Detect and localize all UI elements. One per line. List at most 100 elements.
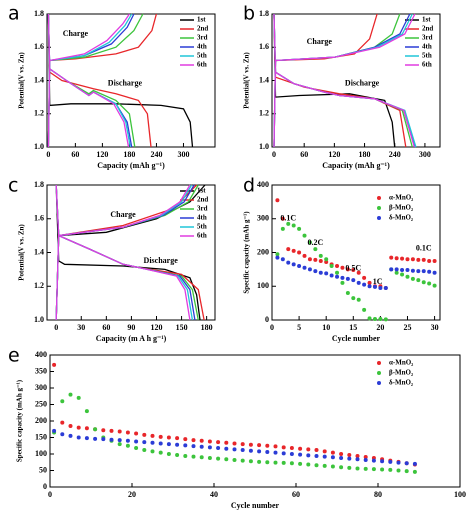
data-point	[166, 452, 171, 456]
data-point	[248, 442, 253, 447]
curve	[55, 184, 194, 321]
legend-label: 3rd	[197, 34, 208, 42]
annotation: 0.1C	[416, 243, 432, 252]
data-point	[207, 439, 212, 444]
data-point	[432, 283, 437, 288]
data-point	[324, 257, 329, 262]
data-point	[175, 442, 180, 447]
data-point	[142, 432, 147, 437]
data-point	[183, 453, 188, 458]
x-tick-label: 10	[322, 323, 330, 332]
legend-label: α-MnO₂	[389, 194, 413, 202]
data-point	[175, 452, 180, 457]
data-point	[76, 395, 81, 400]
data-point	[340, 275, 345, 280]
data-point	[286, 247, 291, 252]
data-point	[183, 437, 188, 442]
x-tick-label: 240	[150, 150, 162, 159]
y-tick-label: 100	[35, 449, 47, 458]
curve	[47, 13, 194, 148]
data-point	[330, 455, 335, 460]
y-tick-label: 1.8	[259, 9, 269, 18]
data-point	[68, 423, 73, 428]
y-axis-label: Specific capacity (mAh g⁻¹)	[243, 211, 251, 294]
data-point	[313, 269, 318, 274]
x-tick-label: 0	[54, 323, 58, 332]
curve	[273, 13, 413, 148]
x-axis-label: Capacity (mAh g⁻¹)	[97, 161, 165, 170]
data-point	[339, 455, 344, 460]
data-point	[335, 264, 340, 268]
data-point	[199, 455, 204, 460]
data-point	[389, 267, 394, 272]
data-point	[302, 265, 307, 270]
annotation: 0.2C	[307, 238, 323, 247]
data-point	[421, 269, 426, 274]
data-point	[289, 446, 294, 451]
data-point	[371, 467, 376, 472]
data-point	[351, 296, 356, 301]
annotation: Discharge	[144, 256, 179, 265]
data-point	[281, 460, 286, 465]
data-point	[109, 428, 114, 433]
data-point	[318, 270, 323, 275]
legend-label: 3rd	[422, 34, 433, 42]
data-point	[362, 275, 367, 280]
data-point	[330, 450, 335, 455]
data-point	[410, 268, 415, 273]
data-point	[150, 440, 155, 445]
data-point	[383, 285, 388, 290]
data-point	[421, 257, 426, 262]
data-point	[330, 464, 335, 469]
y-tick-label: 400	[257, 180, 269, 189]
x-tick-label: 20	[128, 490, 136, 499]
data-point	[421, 280, 426, 285]
data-point	[313, 247, 318, 252]
data-point	[318, 258, 323, 263]
legend-label: 4th	[197, 214, 207, 222]
y-tick-label: 1.0	[34, 315, 44, 324]
data-point	[412, 469, 417, 474]
data-point	[405, 257, 410, 262]
data-point	[191, 438, 196, 443]
legend-label: 6th	[197, 232, 207, 240]
x-tick-label: 0	[46, 150, 50, 159]
data-point	[416, 278, 421, 283]
curve	[273, 13, 407, 148]
data-point	[416, 257, 421, 262]
x-tick-label: 300	[177, 150, 189, 159]
data-point	[412, 461, 417, 466]
data-point	[345, 291, 350, 295]
data-point	[125, 443, 130, 448]
x-tick-label: 0	[270, 323, 274, 332]
data-point	[224, 446, 229, 451]
data-point	[297, 250, 302, 255]
x-tick-label: 150	[176, 323, 188, 332]
data-point	[93, 427, 98, 432]
y-tick-label: 300	[257, 214, 269, 223]
data-point	[347, 456, 352, 461]
data-point	[150, 433, 155, 438]
x-tick-label: 90	[127, 323, 135, 332]
data-point	[207, 455, 212, 460]
data-point	[265, 460, 270, 465]
x-tick-label: 180	[201, 323, 213, 332]
data-point	[216, 456, 221, 461]
data-point	[378, 285, 383, 290]
data-point	[345, 267, 350, 272]
x-tick-label: 180	[123, 150, 135, 159]
legend-label: 2nd	[197, 196, 208, 204]
data-point	[329, 273, 334, 278]
data-point	[93, 436, 98, 441]
legend-label: 6th	[197, 61, 207, 69]
data-point	[302, 233, 307, 238]
data-point	[394, 267, 399, 272]
x-tick-label: 0	[272, 150, 276, 159]
data-point	[322, 454, 327, 459]
data-point	[265, 450, 270, 455]
data-point	[286, 221, 291, 226]
data-point	[405, 274, 410, 279]
legend-swatch	[377, 361, 381, 365]
annotation: Charge	[110, 210, 136, 219]
